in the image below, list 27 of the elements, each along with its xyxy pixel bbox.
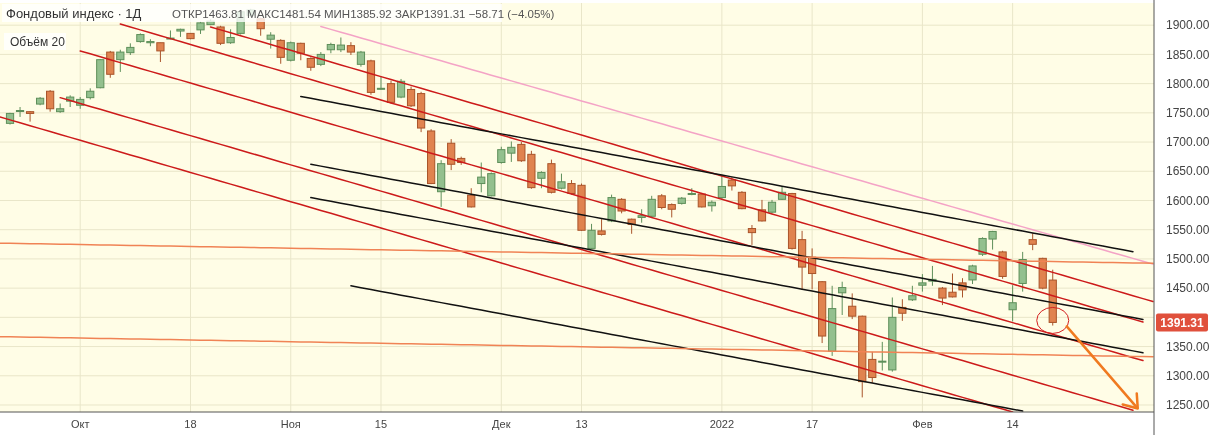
x-tick-label: Фев <box>912 418 933 430</box>
y-tick-label: 1900.00 <box>1166 18 1209 33</box>
annotation: Объём 20 <box>10 35 66 49</box>
x-tick-label: 15 <box>374 418 388 430</box>
text: 1391.31 <box>1160 315 1205 330</box>
x-tick-label: 2022 <box>709 418 735 430</box>
y-tick-label: 1850.00 <box>1166 47 1209 62</box>
y-tick-label: 1300.00 <box>1166 368 1209 383</box>
y-tick-label: 1500.00 <box>1166 252 1209 267</box>
x-tick-label: Ноя <box>280 418 301 430</box>
y-tick-label: 1550.00 <box>1166 222 1209 237</box>
x-tick-label: 14 <box>1006 418 1019 430</box>
y-tick-label: 1250.00 <box>1166 398 1209 413</box>
y-tick-label: 1600.00 <box>1166 193 1209 208</box>
y-tick-label: 1700.00 <box>1166 135 1209 150</box>
y-tick-label: 1800.00 <box>1166 76 1209 91</box>
x-tick-label: 17 <box>805 418 819 430</box>
y-tick-label: 1450.00 <box>1166 281 1209 296</box>
chart-subtitle: ОТКР1463.81 МАКС1481.54 МИН1385.92 ЗАКР1391.31 −58.71 (−4.05%) <box>172 8 555 20</box>
x-tick-label: 13 <box>575 418 588 430</box>
x-tick-label: 18 <box>184 418 197 430</box>
y-tick-label: 1750.00 <box>1166 106 1209 121</box>
chart-title: Фондовый индекс · 1Д <box>6 6 142 21</box>
x-tick-label: Окт <box>70 418 90 430</box>
y-tick-label: 1350.00 <box>1166 339 1209 354</box>
x-tick-label: Дек <box>492 418 511 430</box>
y-tick-label: 1650.00 <box>1166 164 1209 179</box>
